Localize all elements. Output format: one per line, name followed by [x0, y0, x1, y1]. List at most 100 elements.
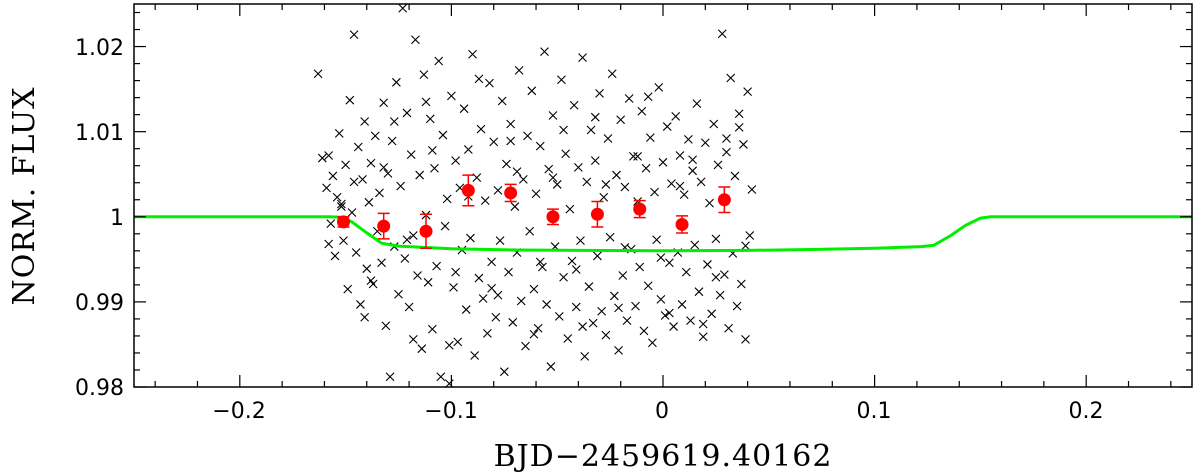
raw-data-point	[379, 98, 389, 108]
raw-data-point	[366, 158, 376, 168]
raw-data-point	[605, 232, 615, 242]
raw-data-point	[637, 106, 647, 116]
raw-data-point	[639, 326, 649, 336]
raw-data-point	[546, 362, 556, 371]
raw-data-point	[705, 198, 714, 208]
raw-data-point	[713, 160, 723, 170]
raw-data-point	[347, 208, 357, 217]
raw-data-point	[444, 340, 454, 350]
binned-data-point	[377, 219, 391, 233]
raw-data-point	[328, 171, 338, 181]
raw-data-point	[635, 262, 645, 272]
raw-data-point	[747, 185, 757, 194]
raw-data-point	[722, 134, 731, 143]
raw-data-point	[609, 291, 619, 301]
raw-data-point	[404, 302, 414, 312]
raw-data-point	[343, 284, 353, 294]
raw-data-point	[593, 251, 602, 261]
raw-data-point	[351, 248, 361, 257]
raw-data-point	[603, 134, 613, 143]
raw-data-point	[349, 177, 359, 187]
raw-data-point	[360, 312, 370, 322]
raw-data-point	[584, 282, 594, 291]
raw-data-point	[540, 47, 549, 57]
binned-data-point	[461, 183, 475, 197]
raw-data-point	[317, 153, 327, 163]
raw-data-point	[356, 300, 365, 309]
raw-data-point	[324, 239, 334, 249]
raw-data-point	[313, 69, 323, 79]
raw-data-point	[387, 136, 397, 146]
raw-data-point	[631, 301, 640, 311]
binned-data-point	[717, 193, 731, 207]
raw-data-point	[324, 151, 334, 160]
raw-data-point	[489, 137, 499, 147]
raw-data-point	[336, 199, 346, 209]
raw-data-point	[362, 264, 372, 274]
raw-data-point	[616, 115, 626, 125]
x-tick-label: −0.2	[212, 399, 265, 424]
raw-data-point	[711, 272, 721, 282]
raw-data-point	[690, 240, 700, 250]
raw-data-point	[537, 262, 547, 272]
raw-data-point	[470, 351, 480, 360]
raw-data-point	[590, 156, 600, 165]
raw-data-point	[561, 149, 571, 159]
raw-data-point	[707, 309, 717, 319]
raw-data-point	[391, 77, 401, 87]
raw-data-point	[478, 294, 488, 303]
raw-data-point	[601, 180, 611, 189]
raw-data-point	[595, 88, 604, 98]
raw-data-point	[571, 302, 581, 312]
raw-data-point	[643, 281, 653, 291]
raw-data-point	[607, 69, 617, 79]
raw-data-point	[525, 226, 535, 236]
raw-data-point	[696, 177, 706, 187]
raw-data-point	[724, 323, 733, 333]
raw-data-point	[578, 53, 587, 63]
raw-data-point	[385, 372, 395, 382]
raw-data-point	[554, 311, 564, 321]
x-tick-label: 0.2	[1069, 399, 1104, 424]
raw-data-point	[364, 197, 374, 207]
raw-data-point	[322, 183, 331, 193]
raw-data-point	[423, 277, 433, 287]
raw-data-point	[334, 128, 344, 138]
raw-data-point	[451, 267, 461, 277]
raw-data-point	[671, 111, 681, 121]
raw-data-point	[664, 258, 674, 268]
raw-data-point	[417, 344, 427, 354]
binned-data-point	[675, 217, 689, 231]
raw-data-point	[408, 334, 418, 344]
raw-data-point	[533, 323, 543, 333]
raw-data-point	[633, 151, 642, 161]
raw-data-point	[419, 70, 429, 80]
y-tick-label: 1.01	[75, 121, 124, 146]
model-curve	[134, 215, 1192, 253]
raw-data-point	[645, 133, 655, 143]
raw-data-point	[516, 296, 526, 306]
raw-data-point	[402, 235, 412, 245]
axis-ticks	[134, 4, 1192, 388]
raw-data-point	[518, 174, 528, 184]
raw-data-point	[618, 271, 628, 280]
raw-data-point	[451, 156, 461, 165]
raw-data-point	[656, 253, 666, 263]
raw-data-point	[582, 177, 592, 187]
raw-data-point	[664, 308, 674, 318]
raw-data-point	[703, 260, 712, 269]
raw-data-point	[330, 251, 340, 261]
raw-data-point	[341, 160, 350, 170]
raw-data-point	[544, 164, 554, 174]
raw-data-point	[578, 322, 587, 331]
raw-data-point	[698, 332, 708, 342]
raw-data-point	[620, 182, 630, 192]
raw-data-point	[432, 261, 441, 271]
y-tick-label: 0.98	[75, 376, 124, 401]
raw-data-point	[336, 202, 346, 211]
raw-data-point	[461, 305, 471, 314]
raw-data-point	[736, 279, 746, 289]
raw-data-point	[453, 337, 463, 347]
raw-data-point	[552, 180, 562, 189]
raw-data-point	[675, 181, 685, 191]
